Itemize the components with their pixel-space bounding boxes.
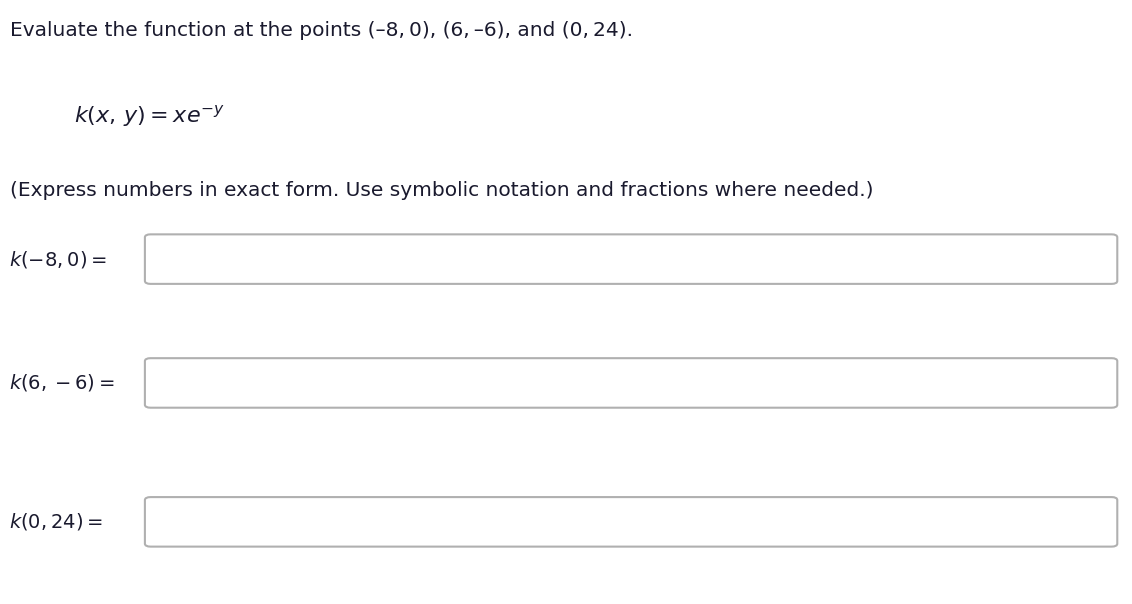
Text: $k(x,\, y) = xe^{-y}$: $k(x,\, y) = xe^{-y}$ xyxy=(74,103,225,129)
FancyBboxPatch shape xyxy=(145,497,1117,547)
Text: (Express numbers in exact form. Use symbolic notation and fractions where needed: (Express numbers in exact form. Use symb… xyxy=(10,181,874,200)
Text: $k(6,-6) =$: $k(6,-6) =$ xyxy=(9,373,114,393)
FancyBboxPatch shape xyxy=(145,358,1117,408)
Text: $k(0,24) =$: $k(0,24) =$ xyxy=(9,512,103,532)
Text: $k(-8,0) =$: $k(-8,0) =$ xyxy=(9,249,106,269)
FancyBboxPatch shape xyxy=(145,234,1117,284)
Text: Evaluate the function at the points (–8, 0), (6, –6), and (0, 24).: Evaluate the function at the points (–8,… xyxy=(10,21,633,40)
